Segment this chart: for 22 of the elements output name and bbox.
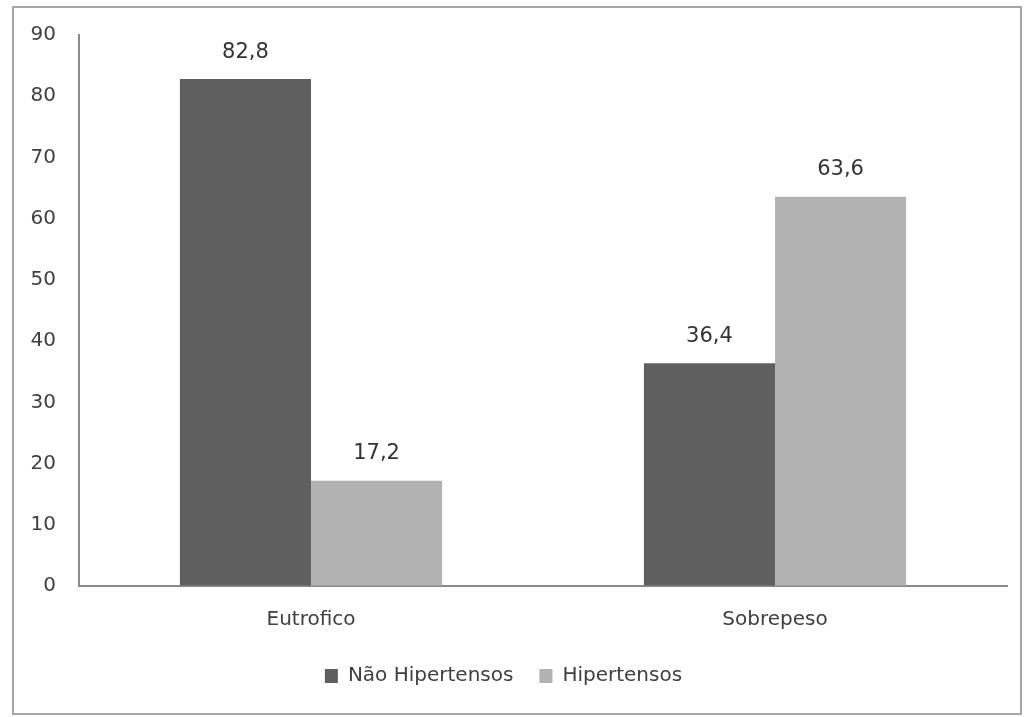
legend-label: Não Hipertensos bbox=[347, 662, 514, 687]
data-label: 82,8 bbox=[222, 38, 269, 63]
legend-label: Hipertensos bbox=[562, 662, 683, 687]
y-tick-label: 50 bbox=[30, 266, 56, 291]
x-tick-label: Sobrepeso bbox=[722, 606, 828, 631]
y-tick-label: 20 bbox=[30, 449, 56, 474]
x-tick-label: Eutrofico bbox=[266, 606, 356, 631]
y-tick-label: 60 bbox=[30, 204, 56, 229]
y-tick-label: 10 bbox=[30, 510, 56, 535]
y-tick-label: 0 bbox=[43, 572, 56, 597]
y-tick-label: 70 bbox=[30, 143, 56, 168]
y-tick-label: 30 bbox=[30, 388, 56, 413]
bar bbox=[311, 480, 443, 586]
y-tick-label: 40 bbox=[30, 327, 56, 352]
y-tick-label: 90 bbox=[30, 21, 56, 46]
data-label: 63,6 bbox=[817, 156, 864, 181]
bar bbox=[775, 196, 907, 586]
y-tick-label: 80 bbox=[30, 82, 56, 107]
data-label: 36,4 bbox=[686, 322, 733, 347]
data-label: 17,2 bbox=[353, 440, 400, 465]
bar bbox=[643, 363, 775, 586]
bar bbox=[179, 79, 311, 586]
